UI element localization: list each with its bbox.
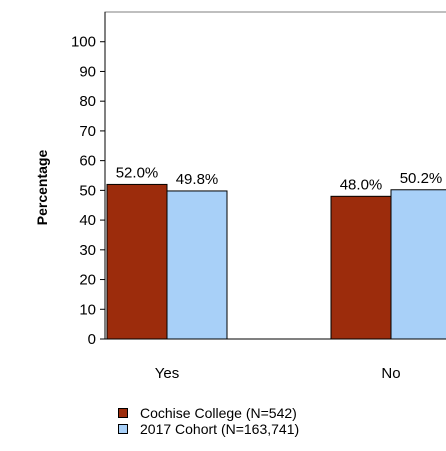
bar-series-1-no (390, 189, 446, 340)
legend-swatch-series-1 (118, 424, 128, 434)
legend-item: 2017 Cohort (N=163,741) (118, 421, 299, 437)
data-label: 49.8% (176, 171, 219, 188)
y-tick-label: 60 (79, 153, 96, 170)
y-tick-label: 20 (79, 272, 96, 289)
bar-series-1-yes (166, 190, 228, 340)
legend: Cochise College (N=542) 2017 Cohort (N=1… (118, 405, 299, 437)
y-axis-title: Percentage (34, 150, 50, 226)
y-tick-label: 10 (79, 301, 96, 318)
y-tick-label: 40 (79, 212, 96, 229)
legend-label-series-1: 2017 Cohort (N=163,741) (140, 421, 300, 437)
y-tick-label: 90 (79, 63, 96, 80)
bar-series-0-no (330, 195, 392, 340)
legend-item: Cochise College (N=542) (118, 405, 299, 421)
y-tick-label: 100 (71, 34, 96, 51)
y-tick-label: 30 (79, 242, 96, 259)
legend-swatch-series-0 (118, 408, 128, 418)
data-label: 48.0% (340, 176, 383, 193)
bar-series-0-yes (106, 183, 168, 340)
data-label: 52.0% (116, 164, 159, 181)
y-tick-label: 50 (79, 182, 96, 199)
x-category-label: Yes (155, 365, 179, 382)
y-tick-label: 80 (79, 93, 96, 110)
x-category-label: No (381, 365, 400, 382)
legend-label-series-0: Cochise College (N=542) (140, 405, 297, 421)
y-tick-label: 70 (79, 123, 96, 140)
y-tick-label: 0 (88, 331, 96, 348)
data-label: 50.2% (400, 170, 443, 187)
